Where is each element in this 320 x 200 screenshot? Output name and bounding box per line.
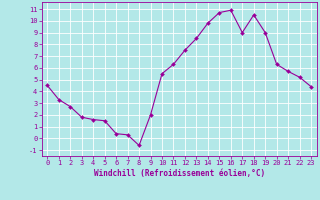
X-axis label: Windchill (Refroidissement éolien,°C): Windchill (Refroidissement éolien,°C) (94, 169, 265, 178)
